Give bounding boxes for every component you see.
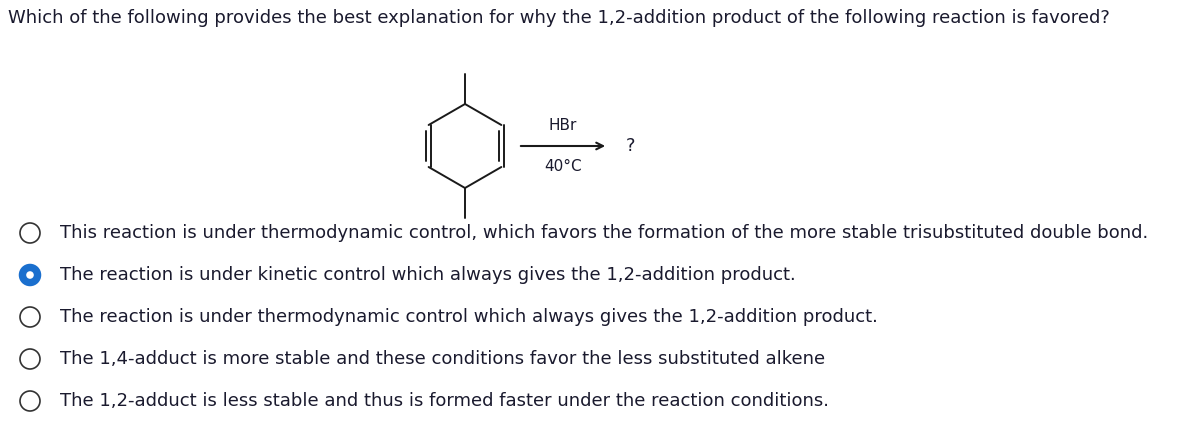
Text: The 1,4-adduct is more stable and these conditions favor the less substituted al: The 1,4-adduct is more stable and these … bbox=[60, 350, 826, 368]
Text: Which of the following provides the best explanation for why the 1,2-addition pr: Which of the following provides the best… bbox=[8, 9, 1110, 27]
Circle shape bbox=[20, 349, 40, 369]
Circle shape bbox=[20, 223, 40, 243]
Circle shape bbox=[20, 265, 40, 285]
Circle shape bbox=[20, 307, 40, 327]
Circle shape bbox=[26, 271, 34, 279]
Text: ?: ? bbox=[626, 137, 636, 155]
Text: The 1,2-adduct is less stable and thus is formed faster under the reaction condi: The 1,2-adduct is less stable and thus i… bbox=[60, 392, 829, 410]
Text: The reaction is under thermodynamic control which always gives the 1,2-addition : The reaction is under thermodynamic cont… bbox=[60, 308, 878, 326]
Circle shape bbox=[20, 391, 40, 411]
Text: HBr: HBr bbox=[548, 118, 577, 133]
Text: This reaction is under thermodynamic control, which favors the formation of the : This reaction is under thermodynamic con… bbox=[60, 224, 1148, 242]
Text: 40°C: 40°C bbox=[544, 159, 582, 174]
Text: The reaction is under kinetic control which always gives the 1,2-addition produc: The reaction is under kinetic control wh… bbox=[60, 266, 796, 284]
